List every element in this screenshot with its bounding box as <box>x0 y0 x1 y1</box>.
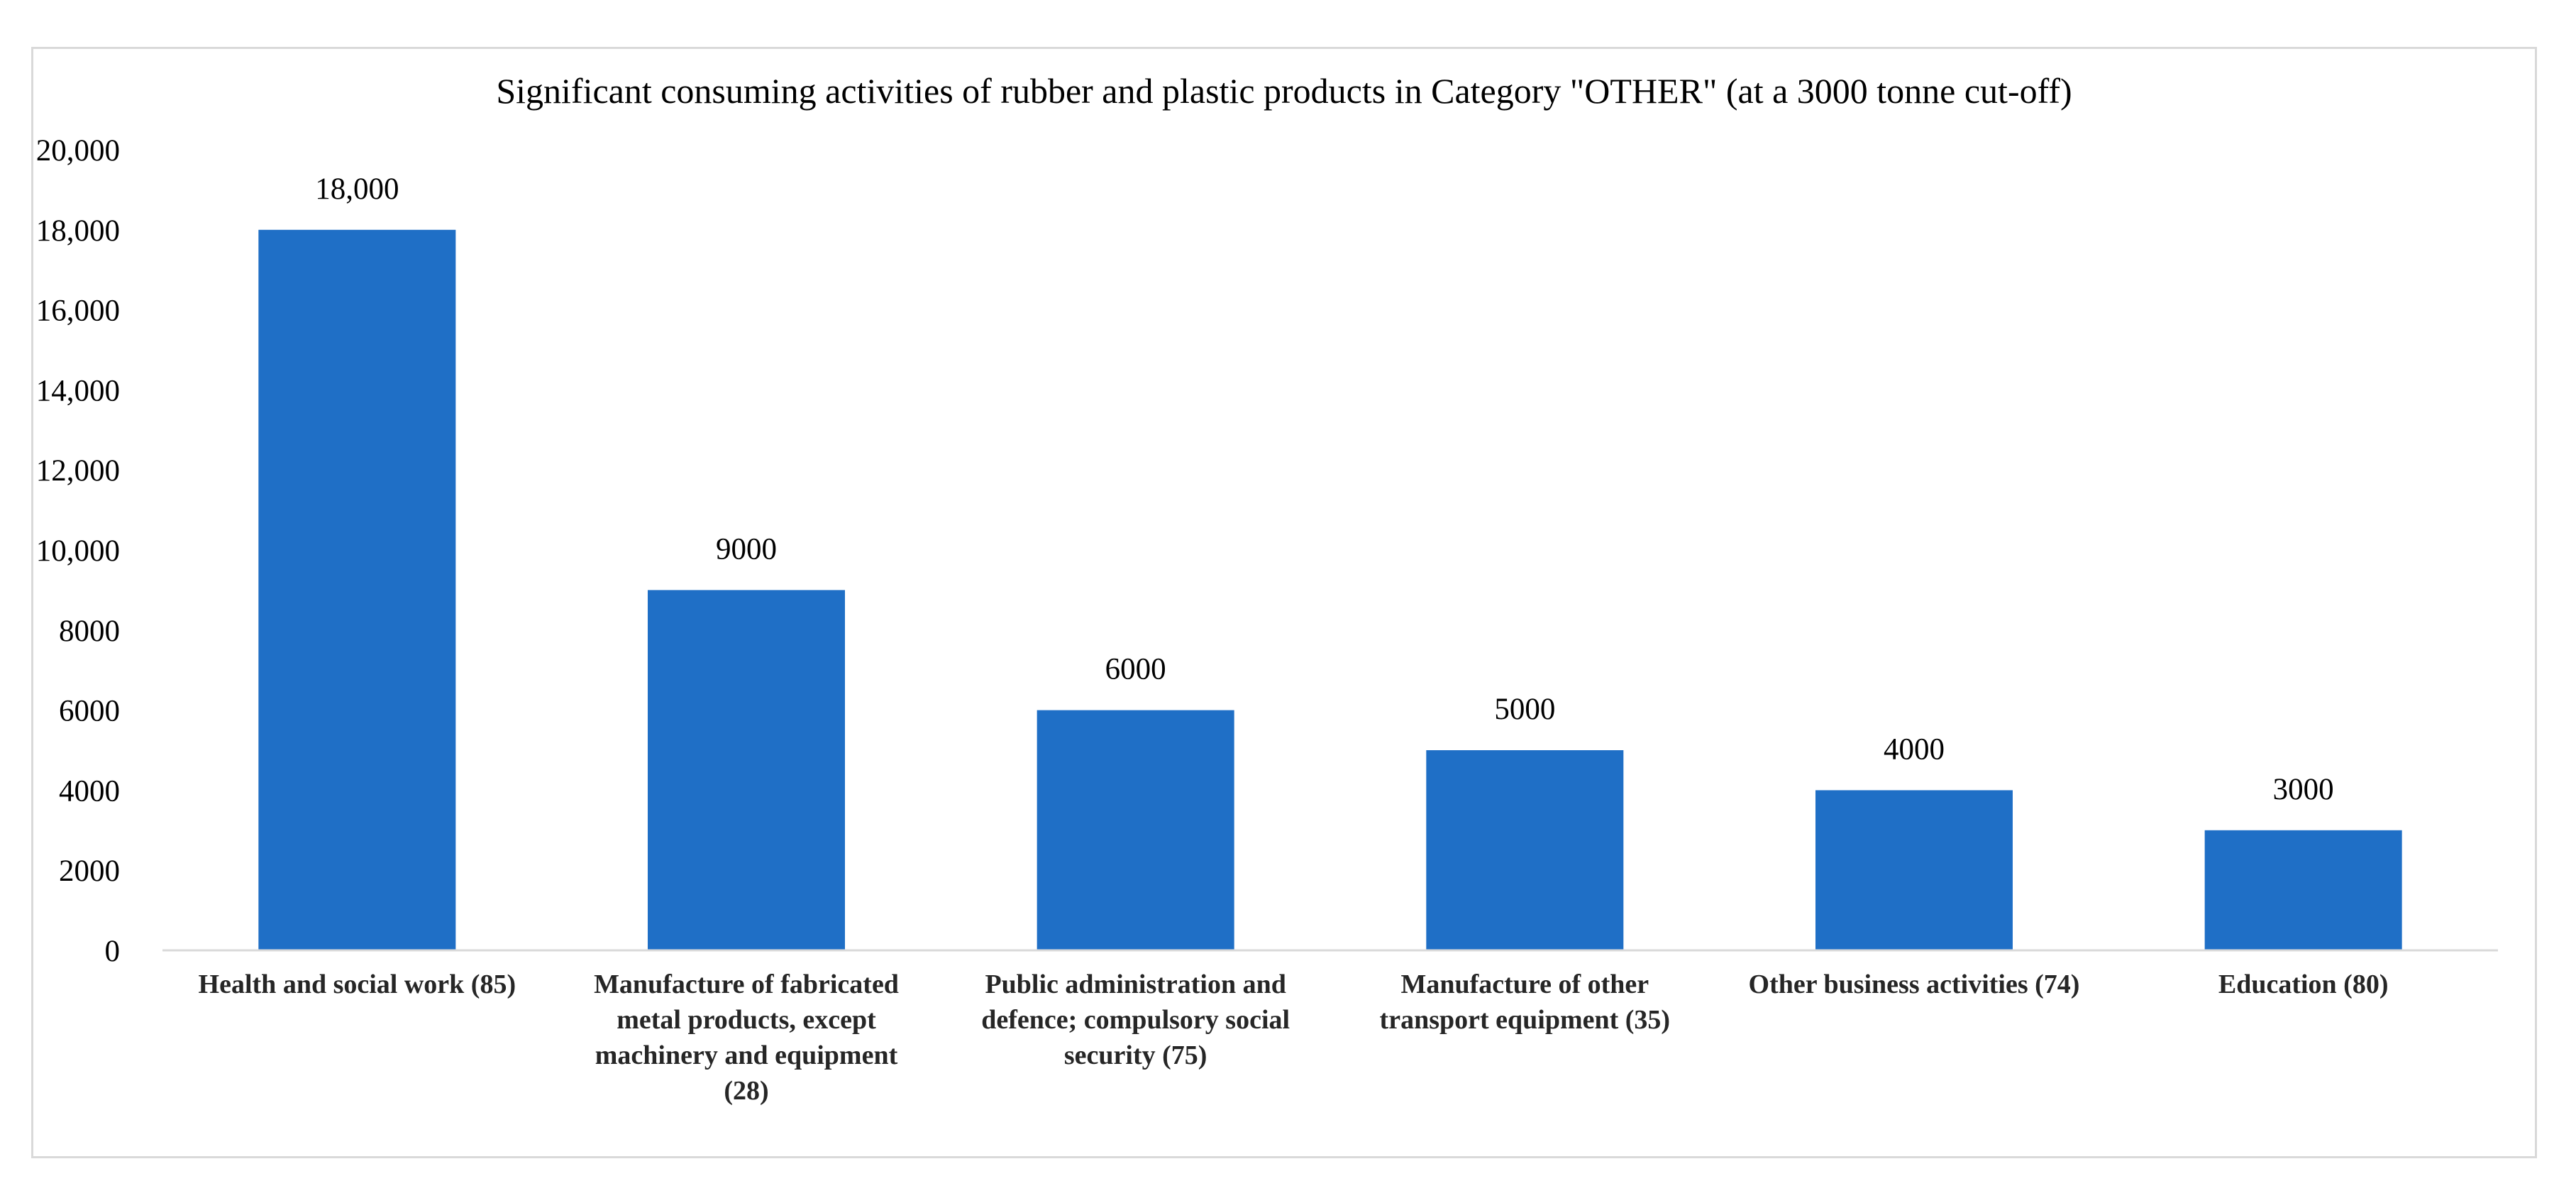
y-tick-label: 10,000 <box>36 534 120 568</box>
y-tick-label: 14,000 <box>36 374 120 407</box>
data-label: 4000 <box>1884 732 1945 766</box>
x-tick-label-line: Education (80) <box>2218 969 2389 999</box>
bar <box>258 229 456 950</box>
y-tick-label: 20,000 <box>36 134 120 167</box>
chart-frame: Significant consuming activities of rubb… <box>31 47 2537 1158</box>
data-label: 9000 <box>716 532 777 566</box>
bar <box>2204 830 2402 950</box>
bar <box>1037 710 1234 950</box>
bar <box>1426 750 1624 950</box>
x-tick-label-line: Manufacture of other <box>1400 969 1649 999</box>
x-tick-label: Public administration and defence; compul… <box>981 969 1290 1070</box>
x-tick-label-line: defence; compulsory social <box>981 1005 1290 1035</box>
x-tick-label-line: Health and social work (85) <box>199 969 516 999</box>
x-tick-label-line: Public administration and <box>985 969 1286 999</box>
x-tick-label-line: Manufacture of fabricated <box>594 969 899 999</box>
data-label: 6000 <box>1105 653 1166 686</box>
x-tick-label: Other business activities (74) <box>1749 969 2080 999</box>
bars <box>258 229 2402 950</box>
x-tick-label: Manufacture of fabricated metal products,… <box>594 969 899 1106</box>
y-tick-label: 4000 <box>59 774 120 808</box>
bar-chart: Significant consuming activities of rubb… <box>36 71 2498 1106</box>
x-axis: Health and social work (85) Manufacture o… <box>162 949 2498 1106</box>
chart-title: Significant consuming activities of rubb… <box>496 71 2072 111</box>
x-tick-label-line: Other business activities (74) <box>1749 969 2080 999</box>
data-labels: 18,000 9000 6000 5000 4000 3000 <box>315 172 2333 806</box>
y-tick-label: 2000 <box>59 855 120 888</box>
y-tick-label: 18,000 <box>36 214 120 248</box>
y-tick-label: 16,000 <box>36 295 120 328</box>
y-tick-label: 12,000 <box>36 454 120 488</box>
x-tick-label-line: (28) <box>724 1076 768 1106</box>
y-tick-label: 6000 <box>59 695 120 728</box>
x-tick-label-line: metal products, except <box>617 1005 876 1035</box>
y-axis: 0 2000 4000 6000 8000 10,000 12,000 14,000 16,00… <box>36 134 120 968</box>
data-label: 3000 <box>2273 773 2334 806</box>
bar <box>1815 790 2013 950</box>
x-tick-label: Manufacture of other transport equipment … <box>1380 969 1671 1035</box>
x-tick-label: Health and social work (85) <box>199 969 516 999</box>
data-label: 18,000 <box>315 172 399 206</box>
y-tick-label: 0 <box>105 935 121 968</box>
x-tick-label-line: security (75) <box>1064 1040 1207 1070</box>
data-label: 5000 <box>1494 693 1555 726</box>
x-tick-label-line: machinery and equipment <box>595 1040 898 1070</box>
y-tick-label: 8000 <box>59 615 120 648</box>
x-tick-label: Education (80) <box>2218 969 2389 999</box>
bar <box>648 590 845 950</box>
x-tick-label-line: transport equipment (35) <box>1380 1005 1671 1035</box>
